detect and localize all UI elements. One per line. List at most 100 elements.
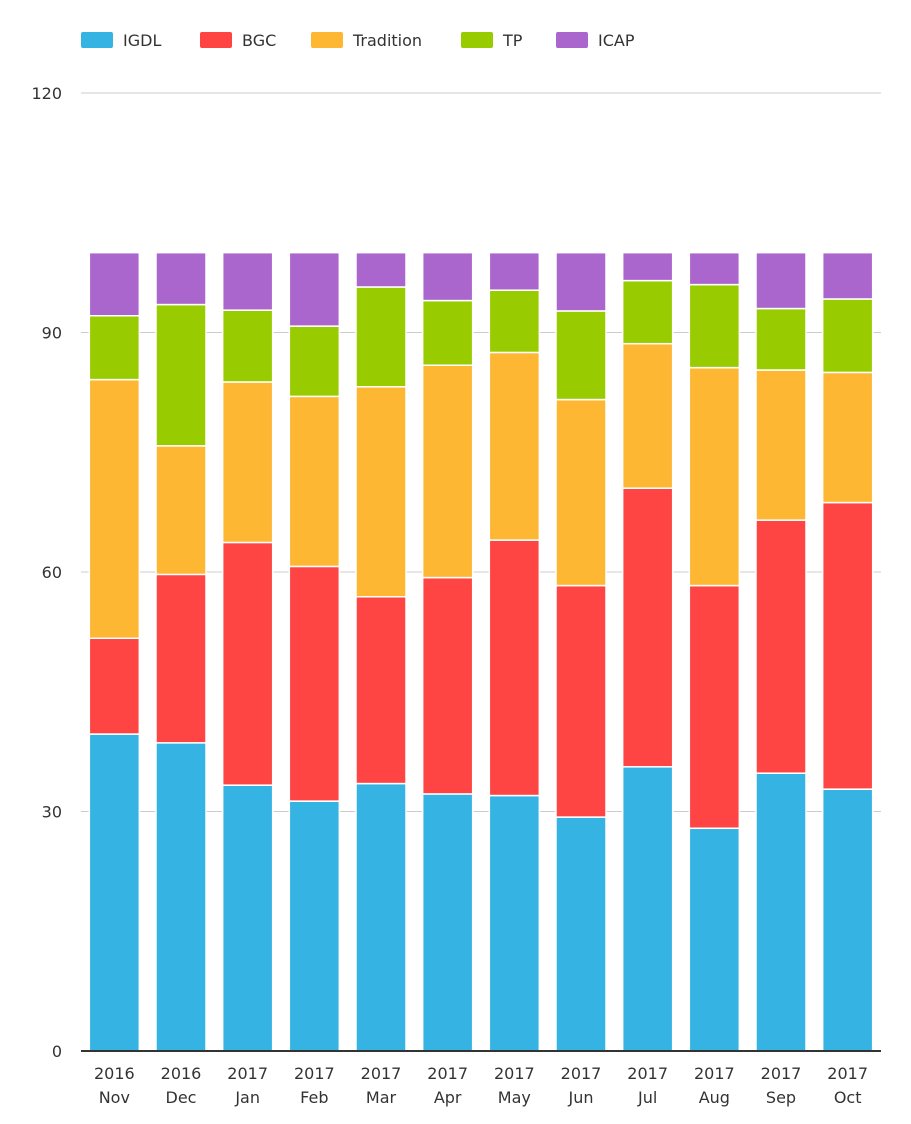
- bar-segment-igdl[interactable]: [155, 742, 207, 1052]
- bar-segment-bgc[interactable]: [155, 573, 207, 744]
- legend-item-icap[interactable]: ICAP: [556, 31, 635, 50]
- legend-label: BGC: [242, 31, 276, 50]
- x-tick-label-month: Apr: [434, 1088, 462, 1107]
- bar-segment-tp[interactable]: [288, 325, 341, 398]
- bar-segment-tp[interactable]: [688, 283, 741, 369]
- x-tick-label-year: 2016: [94, 1064, 135, 1083]
- legend-swatch: [556, 32, 588, 48]
- bar-segment-tradition[interactable]: [355, 386, 407, 598]
- x-tick-label-month: Dec: [166, 1088, 197, 1107]
- legend-label: IGDL: [123, 31, 161, 50]
- bar-segment-tradition[interactable]: [155, 445, 207, 576]
- bar-segment-igdl[interactable]: [288, 800, 341, 1052]
- bar-segment-tp[interactable]: [221, 309, 274, 383]
- legend-item-tp[interactable]: TP: [461, 31, 523, 50]
- bar-segment-bgc[interactable]: [755, 519, 807, 774]
- x-tick-label-year: 2017: [627, 1064, 668, 1083]
- bar-segment-tp[interactable]: [755, 307, 807, 371]
- bar-segment-tp[interactable]: [355, 286, 407, 388]
- bar-segment-tradition[interactable]: [755, 369, 807, 521]
- bar-segment-icap[interactable]: [688, 251, 741, 286]
- bar-segment-bgc[interactable]: [821, 501, 874, 790]
- x-tick-label-year: 2016: [161, 1064, 202, 1083]
- x-tick-label-month: Jan: [234, 1088, 260, 1107]
- bar-segment-icap[interactable]: [621, 251, 674, 282]
- bar-segment-icap[interactable]: [155, 251, 207, 306]
- bar-segment-tradition[interactable]: [88, 378, 141, 640]
- bar-segment-bgc[interactable]: [621, 487, 674, 768]
- bar-stack-2017-oct: [821, 251, 874, 1052]
- bar-segment-tp[interactable]: [421, 299, 474, 366]
- bar-segment-igdl[interactable]: [821, 788, 874, 1052]
- bar-segment-icap[interactable]: [755, 251, 807, 310]
- bar-segment-bgc[interactable]: [88, 637, 141, 735]
- bar-segment-tp[interactable]: [821, 298, 874, 374]
- bar-segment-bgc[interactable]: [221, 541, 274, 786]
- axes: 0 30 60 90 120 2016 Nov 2016 Dec 2017 Jan 2017 Feb 20…: [31, 84, 881, 1107]
- bar-segment-tradition[interactable]: [488, 351, 541, 541]
- x-tick-label-month: Jul: [637, 1088, 657, 1107]
- bar-stack-2017-jan: [221, 251, 274, 1052]
- legend-swatch: [461, 32, 493, 48]
- bar-segment-tp[interactable]: [621, 279, 674, 345]
- bar-segment-igdl[interactable]: [755, 772, 807, 1052]
- legend-item-tradition[interactable]: Tradition: [311, 31, 422, 50]
- bar-segment-igdl[interactable]: [221, 784, 274, 1052]
- bar-segment-icap[interactable]: [555, 251, 607, 312]
- bar-segment-icap[interactable]: [221, 251, 274, 311]
- bar-segment-icap[interactable]: [88, 251, 141, 317]
- x-tick-label-year: 2017: [294, 1064, 335, 1083]
- bar-stack-2017-jul: [621, 251, 674, 1052]
- bar-segment-igdl[interactable]: [488, 794, 541, 1052]
- bar-segment-tradition[interactable]: [555, 398, 607, 587]
- bar-segment-tradition[interactable]: [421, 364, 474, 579]
- bar-segment-tradition[interactable]: [688, 366, 741, 587]
- bar-segment-igdl[interactable]: [421, 793, 474, 1052]
- bar-segment-tradition[interactable]: [621, 342, 674, 489]
- bars: [88, 251, 874, 1052]
- bar-segment-igdl[interactable]: [621, 766, 674, 1052]
- grid-lines: [81, 92, 881, 812]
- bar-segment-tp[interactable]: [488, 289, 541, 354]
- bar-segment-bgc[interactable]: [688, 584, 741, 830]
- bar-segment-icap[interactable]: [821, 251, 874, 300]
- x-tick-label-year: 2017: [827, 1064, 868, 1083]
- legend-item-bgc[interactable]: BGC: [200, 31, 276, 50]
- bar-segment-icap[interactable]: [355, 251, 407, 288]
- x-tick-label-year: 2017: [494, 1064, 535, 1083]
- legend: IGDL BGC Tradition TP ICAP: [81, 31, 635, 50]
- bar-segment-bgc[interactable]: [288, 565, 341, 802]
- bar-segment-igdl[interactable]: [688, 827, 741, 1052]
- x-tick-label-month: Nov: [99, 1088, 130, 1107]
- x-tick-label-month: Oct: [834, 1088, 862, 1107]
- bar-segment-tp[interactable]: [555, 310, 607, 401]
- bar-segment-tradition[interactable]: [821, 371, 874, 504]
- bar-segment-igdl[interactable]: [355, 782, 407, 1052]
- bar-segment-igdl[interactable]: [555, 816, 607, 1052]
- legend-item-igdl[interactable]: IGDL: [81, 31, 161, 50]
- bar-stack-2016-nov: [88, 251, 141, 1052]
- bar-stack-2017-sep: [755, 251, 807, 1052]
- bar-segment-tradition[interactable]: [221, 381, 274, 544]
- bar-segment-icap[interactable]: [488, 251, 541, 291]
- bar-segment-icap[interactable]: [421, 251, 474, 302]
- bar-segment-tradition[interactable]: [288, 395, 341, 568]
- bar-segment-bgc[interactable]: [488, 539, 541, 797]
- bar-segment-tp[interactable]: [88, 314, 141, 381]
- legend-label: TP: [502, 31, 523, 50]
- y-tick-label: 120: [31, 84, 62, 103]
- bar-segment-tp[interactable]: [155, 303, 207, 447]
- bar-segment-bgc[interactable]: [421, 576, 474, 795]
- legend-label: Tradition: [352, 31, 422, 50]
- x-tick-label-year: 2017: [227, 1064, 268, 1083]
- bar-segment-bgc[interactable]: [555, 584, 607, 818]
- bar-segment-icap[interactable]: [288, 251, 341, 327]
- y-tick-label: 90: [42, 324, 62, 343]
- x-tick-label-month: Aug: [699, 1088, 730, 1107]
- x-tick-label-month: Jun: [568, 1088, 594, 1107]
- bar-segment-bgc[interactable]: [355, 595, 407, 785]
- bar-segment-igdl[interactable]: [88, 733, 141, 1052]
- bar-stack-2017-feb: [288, 251, 341, 1052]
